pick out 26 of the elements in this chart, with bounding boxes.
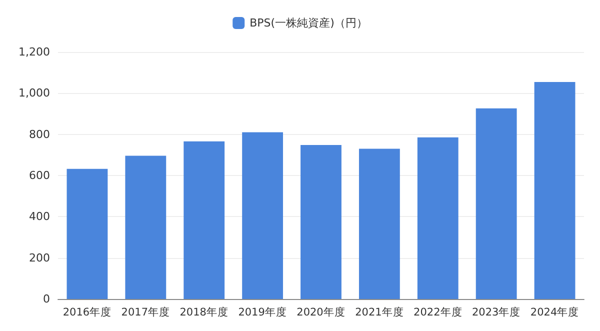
x-tick-label: 2017年度 — [121, 306, 170, 318]
bar — [184, 141, 225, 299]
y-tick-label: 600 — [29, 169, 50, 182]
x-tick-label: 2018年度 — [180, 306, 228, 318]
bar — [476, 108, 517, 299]
y-tick-label: 200 — [29, 251, 50, 264]
bar — [66, 168, 108, 299]
y-tick-label: 1,000 — [18, 86, 50, 100]
bar — [417, 137, 458, 299]
y-tick-label: 800 — [29, 128, 50, 141]
bar — [358, 148, 400, 299]
bar — [242, 132, 284, 299]
bar — [534, 82, 576, 299]
legend-label: BPS(一株純資産)（円） — [250, 16, 368, 30]
x-tick-label: 2021年度 — [355, 306, 404, 318]
y-tick-label: 1,200 — [18, 46, 50, 58]
x-tick-label: 2022年度 — [414, 306, 462, 318]
x-tick-label: 2020年度 — [296, 306, 346, 318]
bar — [300, 145, 342, 299]
x-tick-label: 2023年度 — [472, 306, 521, 318]
y-tick-label: 400 — [29, 210, 50, 224]
x-tick-label: 2019年度 — [238, 306, 287, 318]
x-tick-label: 2024年度 — [530, 306, 580, 318]
bar — [125, 156, 166, 299]
y-tick-label: 0 — [43, 292, 50, 306]
x-tick-label: 2016年度 — [62, 306, 112, 318]
